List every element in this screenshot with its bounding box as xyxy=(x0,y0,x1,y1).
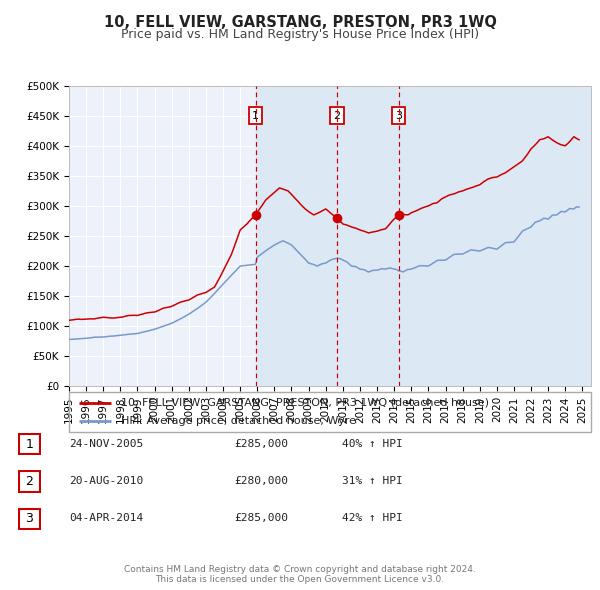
Text: Contains HM Land Registry data © Crown copyright and database right 2024.
This d: Contains HM Land Registry data © Crown c… xyxy=(124,565,476,584)
Text: 40% ↑ HPI: 40% ↑ HPI xyxy=(342,439,403,448)
Text: 3: 3 xyxy=(25,512,34,525)
Text: £285,000: £285,000 xyxy=(234,513,288,523)
Text: 3: 3 xyxy=(395,111,402,120)
Text: 10, FELL VIEW, GARSTANG, PRESTON, PR3 1WQ: 10, FELL VIEW, GARSTANG, PRESTON, PR3 1W… xyxy=(104,15,496,30)
Text: 20-AUG-2010: 20-AUG-2010 xyxy=(69,476,143,486)
Text: 1: 1 xyxy=(252,111,259,120)
Text: 24-NOV-2005: 24-NOV-2005 xyxy=(69,439,143,448)
Text: Price paid vs. HM Land Registry's House Price Index (HPI): Price paid vs. HM Land Registry's House … xyxy=(121,28,479,41)
Text: £280,000: £280,000 xyxy=(234,476,288,486)
Text: 10, FELL VIEW, GARSTANG, PRESTON, PR3 1WQ (detached house): 10, FELL VIEW, GARSTANG, PRESTON, PR3 1W… xyxy=(121,398,489,408)
Text: £285,000: £285,000 xyxy=(234,439,288,448)
Text: 42% ↑ HPI: 42% ↑ HPI xyxy=(342,513,403,523)
Text: 04-APR-2014: 04-APR-2014 xyxy=(69,513,143,523)
Text: 1: 1 xyxy=(25,438,34,451)
Bar xyxy=(256,86,591,386)
Text: HPI: Average price, detached house, Wyre: HPI: Average price, detached house, Wyre xyxy=(121,416,356,426)
Text: 31% ↑ HPI: 31% ↑ HPI xyxy=(342,476,403,486)
Text: 2: 2 xyxy=(333,111,340,120)
Text: 2: 2 xyxy=(25,475,34,488)
